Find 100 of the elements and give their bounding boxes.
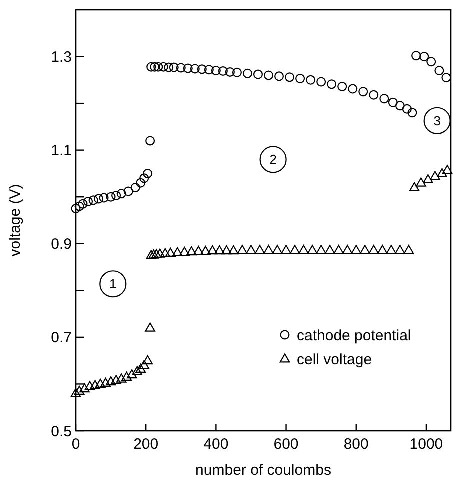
point <box>126 370 138 379</box>
point <box>99 193 109 203</box>
point <box>298 245 309 254</box>
point <box>437 168 448 178</box>
point <box>122 372 132 381</box>
x-tick-label: 400 <box>204 436 229 453</box>
point <box>351 245 362 254</box>
point <box>146 250 156 260</box>
point <box>71 204 81 214</box>
point <box>416 178 426 187</box>
point <box>136 178 146 188</box>
point <box>197 64 207 74</box>
point <box>408 108 418 118</box>
point <box>74 202 84 212</box>
y-tick-label: 1.1 <box>51 142 72 160</box>
x-tick-label: 1000 <box>410 436 444 453</box>
point <box>358 87 368 97</box>
point <box>442 73 452 83</box>
point <box>348 84 358 94</box>
point <box>232 68 242 78</box>
point <box>106 192 116 202</box>
y-tick-label: 0.9 <box>51 236 72 254</box>
point <box>204 65 214 75</box>
y-axis-title: voltage (V) <box>7 184 24 257</box>
point <box>70 388 82 398</box>
point <box>94 194 104 204</box>
x-tick-label: 200 <box>134 436 159 453</box>
point <box>272 245 283 254</box>
y-tick-label: 1.3 <box>51 49 72 66</box>
point <box>254 245 266 254</box>
point <box>434 66 444 76</box>
point <box>214 246 225 255</box>
point <box>90 380 100 390</box>
point <box>146 136 156 146</box>
point <box>151 249 162 258</box>
point <box>290 245 300 254</box>
point <box>412 51 422 61</box>
point <box>242 68 252 78</box>
annotation: 3 <box>434 113 441 128</box>
point <box>84 381 96 390</box>
point <box>222 246 232 255</box>
point <box>225 67 235 77</box>
point <box>190 64 200 74</box>
point <box>132 366 142 376</box>
point <box>395 245 406 254</box>
point <box>124 186 134 196</box>
point <box>237 245 248 254</box>
point <box>388 98 398 108</box>
point <box>409 182 420 192</box>
point <box>179 246 190 256</box>
point <box>95 378 106 388</box>
point <box>106 376 116 386</box>
x-tick-label: 600 <box>274 436 299 453</box>
point <box>306 75 316 85</box>
point <box>74 386 85 395</box>
point <box>442 165 453 174</box>
point <box>176 63 186 73</box>
point <box>274 72 284 82</box>
point <box>84 197 94 207</box>
y-tick-label: 0.5 <box>51 423 72 440</box>
point <box>426 57 436 67</box>
point <box>211 66 221 76</box>
point <box>160 248 171 258</box>
point <box>139 360 150 370</box>
point <box>111 375 122 384</box>
point <box>142 355 153 365</box>
point <box>208 246 218 255</box>
point <box>165 248 176 257</box>
point <box>307 245 318 254</box>
point <box>136 364 146 374</box>
point <box>169 62 179 72</box>
point <box>253 70 263 80</box>
point <box>420 52 430 62</box>
point <box>368 245 380 254</box>
point <box>148 250 159 259</box>
point <box>338 82 348 92</box>
point <box>130 183 140 193</box>
point <box>88 196 98 206</box>
point <box>264 70 274 80</box>
point <box>228 246 239 255</box>
point <box>183 64 193 74</box>
point <box>154 248 166 258</box>
point <box>316 77 326 87</box>
point <box>324 245 336 254</box>
point <box>296 74 306 84</box>
x-axis-title: number of coulombs <box>196 462 332 479</box>
point <box>164 62 174 72</box>
point <box>334 245 344 254</box>
point <box>342 245 353 254</box>
point <box>386 245 397 254</box>
point <box>430 171 440 180</box>
legend-label: cell voltage <box>297 351 372 368</box>
point <box>140 174 150 184</box>
point <box>78 199 88 209</box>
point <box>404 245 414 254</box>
point <box>145 322 156 332</box>
point <box>80 384 90 393</box>
point <box>150 62 160 72</box>
x-tick-label: 800 <box>344 436 369 453</box>
point <box>395 101 405 111</box>
